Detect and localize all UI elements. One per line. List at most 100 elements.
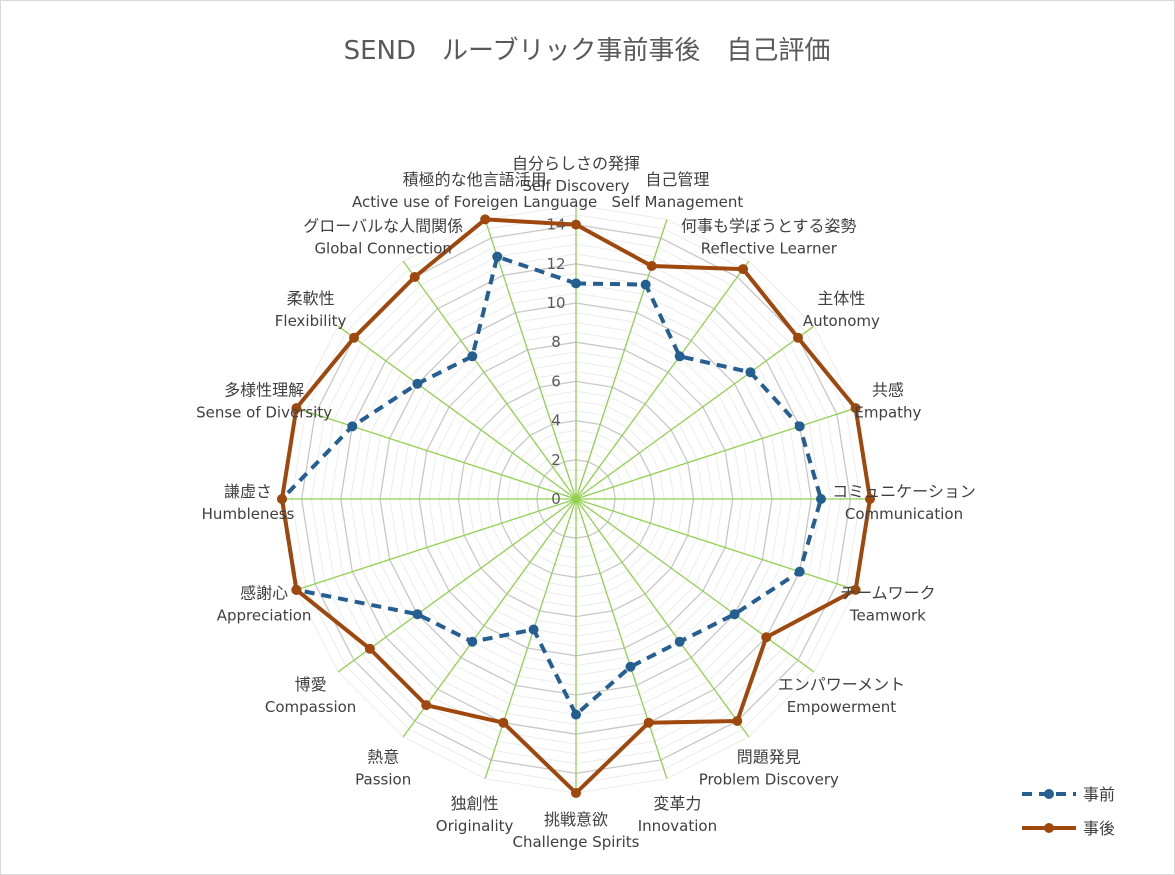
series-2-point [732, 715, 743, 726]
axis-spoke [575, 407, 856, 500]
category-label: エンパワーメント Empowerment [778, 675, 905, 716]
category-label: 熱意 Passion [355, 747, 411, 788]
legend-marker-2 [1044, 823, 1054, 833]
series-2-point [421, 700, 432, 711]
category-label-ja: 博愛 [295, 675, 327, 694]
category-label-ja: 何事も学ぼうとする姿勢 [681, 217, 857, 236]
category-label-en: Autonomy [803, 312, 880, 330]
series-1-point [467, 351, 478, 362]
category-label: グローバルな人間関係 Global Connection [303, 217, 463, 258]
category-label-ja: 多様性理解 [224, 381, 304, 400]
category-label: 変革力 Innovation [638, 794, 717, 835]
axis-spoke [575, 325, 815, 500]
category-labels: 自分らしさの発揮 Self Discovery 自己管理 Self Managemen… [196, 154, 976, 851]
axis-spoke [575, 498, 856, 591]
category-label-en: Humbleness [202, 505, 295, 523]
series-2-point [349, 332, 360, 343]
category-label: 主体性 Autonomy [803, 289, 880, 330]
category-label: 独創性 Originality [436, 794, 514, 835]
legend: 事前事後 [1022, 785, 1115, 838]
category-label-ja: 柔軟性 [287, 289, 335, 308]
series-2-point [498, 717, 509, 728]
category-label-en: Originality [436, 817, 514, 835]
category-label-ja: 自分らしさの発揮 [512, 154, 640, 173]
category-label: 自分らしさの発揮 Self Discovery [512, 154, 640, 195]
series-2-point [291, 584, 302, 595]
category-label-en: Self Management [612, 193, 744, 211]
category-label: 多様性理解 Sense of Diversity [196, 381, 332, 422]
axis-spoke [337, 498, 577, 673]
category-label: 博愛 Compassion [265, 675, 356, 716]
category-label-ja: 独創性 [451, 794, 499, 813]
category-label-en: Empowerment [787, 698, 897, 716]
category-label-ja: 感謝心 [240, 583, 288, 602]
tick-label: 0 [551, 490, 561, 508]
category-label-en: Passion [355, 770, 411, 788]
chart-title: SEND ルーブリック事前事後 自己評価 [344, 36, 831, 66]
series-line-1 [280, 254, 823, 717]
category-label-en: Active use of Foreigen Language [352, 193, 597, 211]
tick-label: 4 [551, 412, 561, 430]
series-1-point [794, 421, 805, 432]
category-label-en: Self Discovery [522, 177, 629, 195]
category-label-en: Communication [845, 505, 963, 523]
tick-label: 8 [551, 333, 561, 351]
series-1-point [492, 251, 503, 262]
axis-spoke [575, 498, 750, 738]
axis-spoke [575, 498, 668, 779]
series-1-point [347, 421, 358, 432]
series-1-point [467, 636, 478, 647]
category-label-ja: 主体性 [817, 289, 865, 308]
category-label: 自己管理 Self Management [612, 170, 744, 211]
axis-spoke [296, 407, 577, 500]
series-2-point [364, 643, 375, 654]
category-label-en: Empathy [854, 404, 921, 422]
series-1-point [674, 636, 685, 647]
category-label: 柔軟性 Flexibility [275, 289, 347, 330]
legend-marker-1 [1044, 789, 1054, 799]
category-label-en: Problem Discovery [699, 770, 839, 788]
series-1-point [571, 278, 581, 289]
axes-layer [282, 205, 870, 793]
series-2-point [738, 264, 749, 275]
series-2-point [761, 632, 772, 643]
series-1-point [571, 709, 581, 720]
category-label-ja: 変革力 [653, 794, 701, 813]
series-2-point [865, 494, 875, 504]
series-1-point [412, 378, 423, 389]
category-label: コミュニケーション Communication [832, 482, 976, 523]
tick-label: 6 [551, 372, 561, 390]
axis-spoke [484, 219, 577, 500]
series-2-point [277, 494, 287, 504]
category-label-ja: 熱意 [367, 747, 399, 766]
axis-spoke [575, 498, 815, 673]
series-1-point [528, 624, 539, 635]
category-label: 何事も学ぼうとする姿勢 Reflective Learner [681, 217, 857, 258]
category-label: 挑戦意欲 Challenge Spirits [512, 810, 639, 851]
series-1-point [625, 661, 636, 672]
axis-spoke [337, 325, 577, 500]
series-2-point [850, 403, 861, 414]
category-label-ja: 共感 [872, 381, 904, 400]
category-label: 問題発見 Problem Discovery [699, 747, 839, 788]
tick-label: 12 [546, 255, 565, 273]
series-2-point [571, 219, 581, 230]
series-1-point [794, 566, 805, 577]
category-label-en: Sense of Diversity [196, 404, 332, 422]
axis-spoke [575, 260, 750, 500]
category-label-ja: 問題発見 [737, 747, 801, 766]
axis-spoke [402, 260, 577, 500]
category-label-en: Reflective Learner [701, 240, 838, 258]
series-1-point [640, 279, 651, 290]
category-label: 感謝心 Appreciation [217, 583, 312, 624]
series-2-point [409, 272, 420, 283]
category-label-ja: チームワーク [840, 583, 936, 602]
series-1-point [816, 494, 826, 504]
series-1-point [674, 351, 685, 362]
legend-label-2: 事後 [1083, 819, 1115, 838]
category-label: 謙虚さ Humbleness [202, 482, 295, 523]
axis-spoke [484, 498, 577, 779]
